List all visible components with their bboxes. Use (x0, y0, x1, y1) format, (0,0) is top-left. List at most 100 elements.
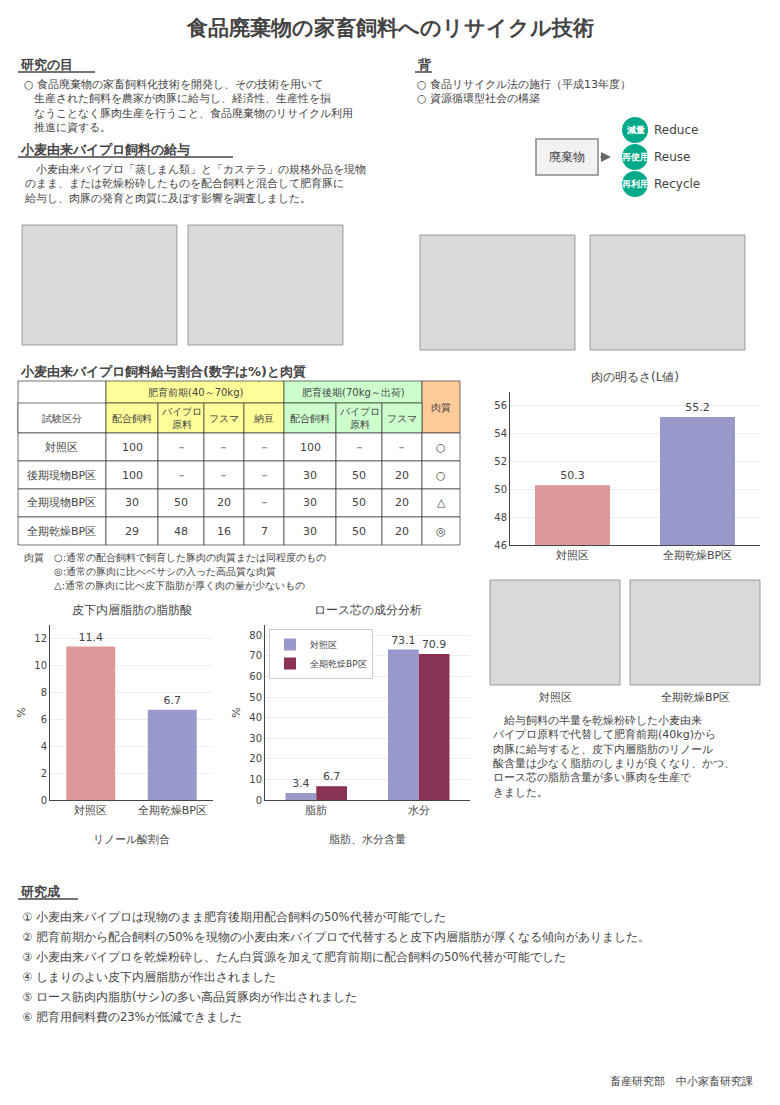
svg-text:－: － (259, 469, 270, 482)
svg-text:－: － (354, 441, 365, 454)
svg-text:⑤ ロース筋肉内脂肪(サシ)の多い高品質豚肉が作出されました: ⑤ ロース筋肉内脂肪(サシ)の多い高品質豚肉が作出されました (22, 990, 357, 1004)
svg-text:29: 29 (125, 525, 139, 538)
svg-text:全期乾燥BP区: 全期乾燥BP区 (661, 691, 730, 704)
svg-text:Reuse: Reuse (654, 150, 690, 164)
svg-text:対照区: 対照区 (556, 549, 589, 562)
svg-text:再利用: 再利用 (621, 179, 649, 189)
svg-text:50.3: 50.3 (560, 469, 585, 482)
svg-text:8: 8 (41, 687, 47, 698)
svg-text:50: 50 (174, 496, 188, 509)
svg-text:対照区: 対照区 (45, 441, 78, 454)
svg-text:全期現物BP区: 全期現物BP区 (27, 496, 96, 509)
svg-text:食品廃棄物の家畜飼料へのリサイクル技術: 食品廃棄物の家畜飼料へのリサイクル技術 (186, 16, 594, 40)
svg-text:脂肪、水分含量: 脂肪、水分含量 (329, 833, 406, 846)
svg-text:背: 背 (417, 57, 432, 72)
svg-text:－: － (396, 441, 407, 454)
svg-text:100: 100 (122, 441, 143, 454)
svg-text:肉質: 肉質 (431, 402, 451, 413)
svg-text:フスマ: フスマ (209, 413, 239, 424)
svg-text:48: 48 (494, 512, 507, 523)
svg-text:④ しまりのよい皮下内層脂肪が作出されました: ④ しまりのよい皮下内層脂肪が作出されました (22, 970, 276, 984)
svg-text:20: 20 (395, 469, 409, 482)
svg-text:リノール酸割合: リノール酸割合 (93, 833, 170, 846)
svg-text:小麦由来バイプロ飼料給与割合(数字は%)と肉質: 小麦由来バイプロ飼料給与割合(数字は%)と肉質 (20, 364, 306, 379)
svg-text:50: 50 (494, 484, 507, 495)
svg-text:研究の目: 研究の目 (20, 57, 73, 72)
svg-text:50: 50 (352, 496, 366, 509)
svg-text:30: 30 (125, 496, 139, 509)
svg-text:◎: ◎ (436, 525, 446, 538)
svg-text:対照区: 対照区 (310, 640, 337, 650)
svg-text:畜産研究部 中小家畜研究課: 畜産研究部 中小家畜研究課 (610, 1075, 753, 1088)
svg-text:脂肪: 脂肪 (305, 804, 327, 817)
svg-text:△: △ (437, 496, 446, 509)
svg-text:小麦由来バイプロ「蒸しまん類」と「カステラ」の規格外品を現物: 小麦由来バイプロ「蒸しまん類」と「カステラ」の規格外品を現物のまま、または乾燥粉… (24, 163, 366, 205)
svg-text:－: － (218, 469, 229, 482)
svg-text:－: － (218, 441, 229, 454)
svg-text:0: 0 (41, 795, 47, 806)
svg-text:46: 46 (494, 540, 507, 551)
svg-text:全期乾燥BP区: 全期乾燥BP区 (663, 549, 732, 562)
svg-text:研究成: 研究成 (20, 884, 60, 899)
svg-text:40: 40 (249, 712, 262, 723)
svg-text:肉質 ○:通常の配合飼料で飼育した豚肉の肉質または同程度のも: 肉質 ○:通常の配合飼料で飼育した豚肉の肉質または同程度のもの (24, 552, 326, 563)
svg-text:100: 100 (300, 441, 321, 454)
svg-text:48: 48 (174, 525, 188, 538)
svg-text:%: % (15, 707, 28, 717)
svg-text:52: 52 (494, 456, 507, 467)
svg-text:△:通常の豚肉に比べ皮下脂肪が厚く肉の量が少ないもの: △:通常の豚肉に比べ皮下脂肪が厚く肉の量が少ないもの (24, 580, 305, 591)
svg-text:肉の明るさ(L値): 肉の明るさ(L値) (591, 370, 679, 384)
svg-text:4: 4 (41, 741, 47, 752)
svg-text:－: － (176, 441, 187, 454)
svg-text:水分: 水分 (408, 804, 430, 817)
svg-text:73.1: 73.1 (391, 634, 416, 647)
svg-text:20: 20 (395, 496, 409, 509)
svg-text:55.2: 55.2 (685, 401, 710, 414)
svg-text:2: 2 (41, 768, 47, 779)
svg-text:30: 30 (303, 496, 317, 509)
svg-text:○ 食品リサイクル法の施行（平成13年度）○ 資源循環型社会: ○ 食品リサイクル法の施行（平成13年度）○ 資源循環型社会の構築 (417, 78, 631, 105)
svg-text:○: ○ (436, 441, 446, 454)
svg-text:3.4: 3.4 (292, 777, 310, 790)
svg-text:6.7: 6.7 (323, 770, 341, 783)
svg-text:54: 54 (494, 428, 507, 439)
svg-text:① 小麦由来バイプロは現物のまま肥育後期用配合飼料の50%代: ① 小麦由来バイプロは現物のまま肥育後期用配合飼料の50%代替が可能でした (22, 910, 446, 924)
svg-text:Recycle: Recycle (654, 177, 700, 191)
svg-text:－: － (176, 469, 187, 482)
svg-text:10: 10 (249, 774, 262, 785)
svg-text:30: 30 (303, 469, 317, 482)
svg-text:70: 70 (249, 650, 262, 661)
svg-text:後期現物BP区: 後期現物BP区 (27, 469, 96, 482)
svg-text:－: － (259, 441, 270, 454)
svg-text:%: % (230, 707, 243, 717)
svg-text:バイプロ原料: バイプロ原料 (339, 406, 380, 430)
svg-text:70.9: 70.9 (422, 638, 447, 651)
svg-text:50: 50 (352, 525, 366, 538)
svg-text:給与飼料の半量を乾燥粉砕した小麦由来バイプロ原料で代替して肥: 給与飼料の半量を乾燥粉砕した小麦由来バイプロ原料で代替して肥育前期(40kg)か… (492, 714, 735, 799)
svg-text:皮下内層脂肪の脂肪酸: 皮下内層脂肪の脂肪酸 (72, 603, 192, 617)
svg-text:◎:通常の豚肉に比べベサシの入った高品質な肉質: ◎:通常の豚肉に比べベサシの入った高品質な肉質 (24, 566, 276, 577)
svg-text:減量: 減量 (626, 125, 645, 135)
svg-text:⑥ 肥育用飼料費の23%が低減できました: ⑥ 肥育用飼料費の23%が低減できました (22, 1010, 242, 1024)
svg-text:全期乾燥BP区: 全期乾燥BP区 (310, 659, 367, 669)
svg-text:20: 20 (217, 496, 231, 509)
svg-text:再使用: 再使用 (621, 152, 649, 162)
svg-text:○: ○ (436, 469, 446, 482)
svg-text:16: 16 (217, 525, 231, 538)
svg-text:7: 7 (261, 525, 268, 538)
svg-text:50: 50 (249, 692, 262, 703)
svg-text:6: 6 (41, 714, 47, 725)
svg-text:全期乾燥BP区: 全期乾燥BP区 (138, 804, 207, 817)
svg-text:30: 30 (303, 525, 317, 538)
svg-text:肥育前期(40～70kg): 肥育前期(40～70kg) (148, 387, 243, 398)
svg-text:③ 小麦由来バイプロを乾燥粉砕し、たん白質源を加えて肥育前期: ③ 小麦由来バイプロを乾燥粉砕し、たん白質源を加えて肥育前期に配合飼料の50%代… (22, 950, 566, 964)
svg-text:60: 60 (249, 671, 262, 682)
svg-text:バイプロ原料: バイプロ原料 (161, 406, 202, 430)
svg-text:○ 食品廃棄物の家畜飼料化技術を開発し、その技術を用いて: ○ 食品廃棄物の家畜飼料化技術を開発し、その技術を用いて 生産された飼料を農家が… (24, 78, 354, 134)
svg-text:フスマ: フスマ (387, 413, 417, 424)
svg-text:Reduce: Reduce (654, 123, 698, 137)
svg-text:56: 56 (494, 400, 507, 411)
svg-text:50: 50 (352, 469, 366, 482)
svg-text:② 肥育前期から配合飼料の50%を現物の小麦由来バイプロで代: ② 肥育前期から配合飼料の50%を現物の小麦由来バイプロで代替すると皮下内層脂肪… (22, 930, 650, 944)
svg-text:0: 0 (256, 795, 262, 806)
